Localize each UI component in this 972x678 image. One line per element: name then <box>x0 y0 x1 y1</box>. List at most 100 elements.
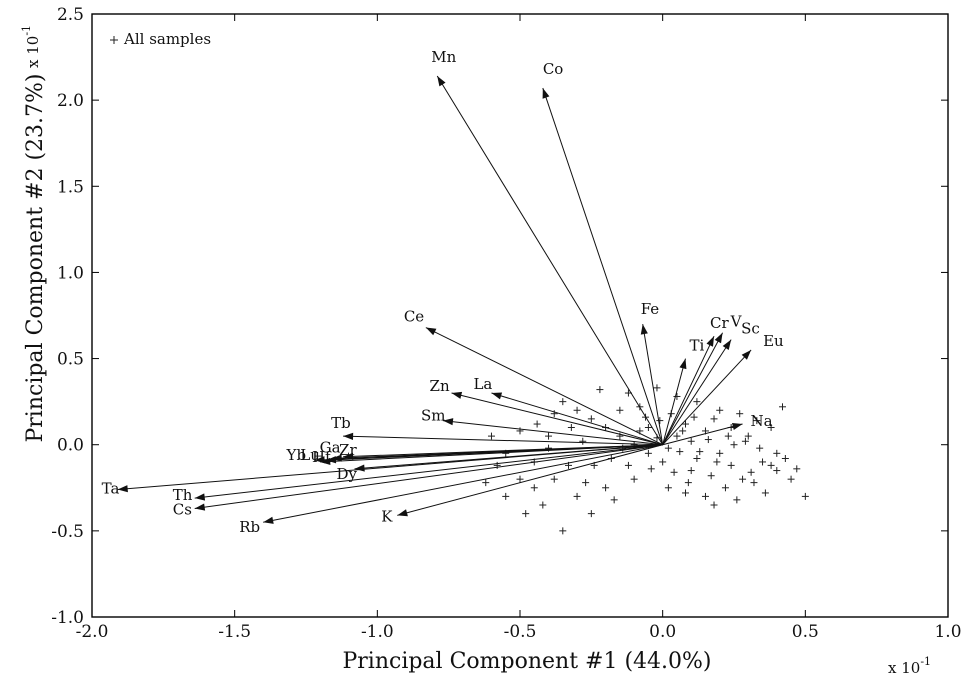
vector-cs <box>194 444 663 511</box>
vector-sc <box>662 339 732 445</box>
arrowhead <box>397 509 408 517</box>
sample-point <box>482 479 490 487</box>
vector-label: Sc <box>741 320 760 338</box>
vector-eu <box>662 349 752 446</box>
x-tick-label: 1.0 <box>934 622 961 642</box>
y-tick-label: 0.5 <box>57 350 84 370</box>
sample-point <box>659 458 667 466</box>
vector-la <box>491 392 663 446</box>
vector-sm <box>442 418 663 446</box>
vector-label: Dy <box>337 465 358 483</box>
sample-point <box>781 454 789 462</box>
sample-point <box>573 492 581 500</box>
sample-point <box>733 496 741 504</box>
sample-point <box>801 492 809 500</box>
vector-label: Mn <box>431 48 456 66</box>
arrowhead <box>343 452 354 460</box>
sample-point <box>550 410 558 418</box>
vector-k <box>397 444 663 517</box>
vector-label: Lu <box>300 446 320 464</box>
vector-label: Co <box>543 60 564 78</box>
arrowhead <box>640 324 648 335</box>
arrowhead <box>722 339 732 350</box>
sample-point <box>761 489 769 497</box>
sample-point <box>664 444 672 452</box>
arrowhead <box>117 485 128 493</box>
sample-point <box>559 527 567 535</box>
sample-point <box>630 475 638 483</box>
vector-label: Cr <box>710 314 729 332</box>
y-tick-label: -0.5 <box>51 522 84 542</box>
y-tick-label: 1.0 <box>57 263 84 283</box>
vector-label: Hf <box>312 448 332 466</box>
vector-rb <box>263 444 663 524</box>
vector-label: Rb <box>239 518 260 536</box>
vector-label: Cs <box>173 500 192 518</box>
vector-cr <box>662 335 715 445</box>
vector-label: Ti <box>689 337 704 355</box>
vector-co <box>542 87 664 445</box>
sample-point <box>587 510 595 518</box>
sample-point <box>767 423 775 431</box>
arrowhead <box>731 423 743 431</box>
sample-point <box>653 384 661 392</box>
x-axis-multiplier: x 10-1 <box>888 655 931 677</box>
sample-point <box>721 484 729 492</box>
vector-fe <box>640 324 664 445</box>
sample-point <box>707 472 715 480</box>
vector-na <box>662 423 743 446</box>
vector-zr <box>343 444 663 460</box>
sample-point <box>582 479 590 487</box>
y-axis-ticks: -1.0 -0.5 0.0 0.5 1.0 1.5 2.0 2.5 <box>51 5 948 628</box>
sample-point <box>664 484 672 492</box>
sample-point <box>567 423 575 431</box>
x-tick-label: 0.0 <box>649 622 676 642</box>
arrowhead <box>741 349 752 360</box>
vector-ta <box>117 444 663 493</box>
sample-point <box>687 467 695 475</box>
sample-point <box>596 386 604 394</box>
y-multiplier-base: x 10 <box>24 36 42 68</box>
x-multiplier-exponent: -1 <box>920 655 931 668</box>
sample-point <box>502 492 510 500</box>
arrowhead <box>542 88 550 99</box>
sample-point <box>779 403 787 411</box>
y-tick-label: 2.0 <box>57 91 84 111</box>
arrowhead <box>194 503 206 511</box>
vector-label: Eu <box>763 332 784 350</box>
loading-vectors <box>117 75 752 524</box>
sample-point <box>647 465 655 473</box>
sample-point <box>616 406 624 414</box>
y-tick-label: -1.0 <box>51 608 84 628</box>
sample-point <box>739 475 747 483</box>
sample-point <box>736 410 744 418</box>
vector-label: Ce <box>404 308 424 326</box>
vector-label: V <box>730 313 743 331</box>
sample-point <box>753 417 761 425</box>
x-tick-label: -0.5 <box>504 622 537 642</box>
vector-ce <box>425 327 663 446</box>
vector-tb <box>343 432 663 446</box>
arrowhead <box>679 358 687 370</box>
vector-label: Ga <box>320 438 341 456</box>
vector-label: La <box>473 375 492 393</box>
sample-point <box>793 465 801 473</box>
x-tick-label: -2.0 <box>76 622 109 642</box>
vector-label: Ta <box>102 480 120 498</box>
sample-point <box>539 501 547 509</box>
x-axis-ticks: -2.0 -1.5 -1.0 -0.5 0.0 0.5 1.0 <box>76 14 962 642</box>
x-tick-label: -1.5 <box>218 622 251 642</box>
sample-point <box>670 468 678 476</box>
vector-mn <box>436 75 664 445</box>
sample-point <box>713 458 721 466</box>
arrowhead <box>491 392 503 400</box>
arrowhead <box>331 454 342 462</box>
arrowhead <box>714 332 723 344</box>
sample-point <box>673 392 681 400</box>
sample-point <box>787 475 795 483</box>
sample-point <box>724 432 732 440</box>
sample-point <box>759 458 767 466</box>
plot-frame <box>91 13 949 618</box>
